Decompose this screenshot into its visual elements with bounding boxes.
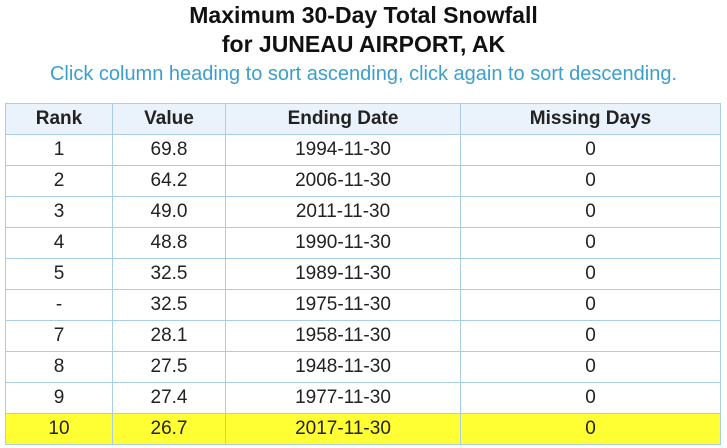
table-cell: 2011-11-30 <box>225 196 461 228</box>
table-row: -32.5 1975-11-30 0 <box>5 289 721 321</box>
table-cell: 27.5 <box>112 351 226 383</box>
column-heading[interactable]: Value <box>112 103 226 135</box>
table-cell: 1977-11-30 <box>225 382 461 414</box>
table-row: 5 32.5 1989-11-30 0 <box>5 258 721 290</box>
table-cell: 2 <box>5 165 113 197</box>
table-cell: 32.5 <box>112 258 226 290</box>
column-heading[interactable]: Missing Days <box>460 103 721 135</box>
table-cell: 5 <box>5 258 113 290</box>
table-cell: 10 <box>5 413 113 445</box>
table-cell: 1 <box>5 134 113 166</box>
data-table: Rank Value Ending Date Missing Days 1 69.8 19… <box>5 103 721 445</box>
header-row: Rank Value Ending Date Missing Days <box>5 103 721 135</box>
table-row: 7 28.1 1958-11-30 0 <box>5 320 721 352</box>
table-cell: 0 <box>460 382 721 414</box>
table-cell: - <box>5 289 113 321</box>
table-cell: 0 <box>460 351 721 383</box>
table-cell: 32.5 <box>112 289 226 321</box>
table-cell: 26.7 <box>112 413 226 445</box>
table-cell: 48.8 <box>112 227 226 259</box>
table-cell: 0 <box>460 320 721 352</box>
table-cell: 3 <box>5 196 113 228</box>
column-heading[interactable]: Ending Date <box>225 103 461 135</box>
table-cell: 8 <box>5 351 113 383</box>
table-cell: 1990-11-30 <box>225 227 461 259</box>
table-cell: 7 <box>5 320 113 352</box>
table-cell: 0 <box>460 196 721 228</box>
table-cell: 1989-11-30 <box>225 258 461 290</box>
instruction: Click column heading to sort ascending, … <box>49 63 677 85</box>
table-row: 1 69.8 1994-11-30 0 <box>5 134 721 166</box>
title: Maximum 30-Day Total Snowfall <box>189 2 538 28</box>
subtitle: for JUNEAU AIRPORT, AK <box>221 31 506 57</box>
table-cell: 0 <box>460 227 721 259</box>
table-row: 2 64.2 2006-11-30 0 <box>5 165 721 197</box>
table-row: 8 27.5 1948-11-30 0 <box>5 351 721 383</box>
table-cell: 2017-11-30 <box>225 413 461 445</box>
table-cell: 1958-11-30 <box>225 320 461 352</box>
table-cell: 2006-11-30 <box>225 165 461 197</box>
table-row: 3 49.0 2011-11-30 0 <box>5 196 721 228</box>
table-cell: 4 <box>5 227 113 259</box>
table-cell: 0 <box>460 165 721 197</box>
table-cell: 28.1 <box>112 320 226 352</box>
table-cell: 1994-11-30 <box>225 134 461 166</box>
table-cell: 49.0 <box>112 196 226 228</box>
table-cell: 0 <box>460 289 721 321</box>
table-cell: 1948-11-30 <box>225 351 461 383</box>
table-row: 10 26.7 2017-11-30 0 <box>5 413 721 445</box>
table-cell: 0 <box>460 258 721 290</box>
table-cell: 0 <box>460 134 721 166</box>
table-cell: 1975-11-30 <box>225 289 461 321</box>
table-cell: 0 <box>460 413 721 445</box>
table-cell: 69.8 <box>112 134 226 166</box>
column-heading[interactable]: Rank <box>5 103 113 135</box>
table-body: 1 69.8 1994-11-30 0 2 64.2 2006-11-30 0 3 49.0 201… <box>5 134 721 445</box>
table-cell: 9 <box>5 382 113 414</box>
table-row: 9 27.4 1977-11-30 0 <box>5 382 721 414</box>
table-cell: 64.2 <box>112 165 226 197</box>
table-cell: 27.4 <box>112 382 226 414</box>
table-row: 4 48.8 1990-11-30 0 <box>5 227 721 259</box>
